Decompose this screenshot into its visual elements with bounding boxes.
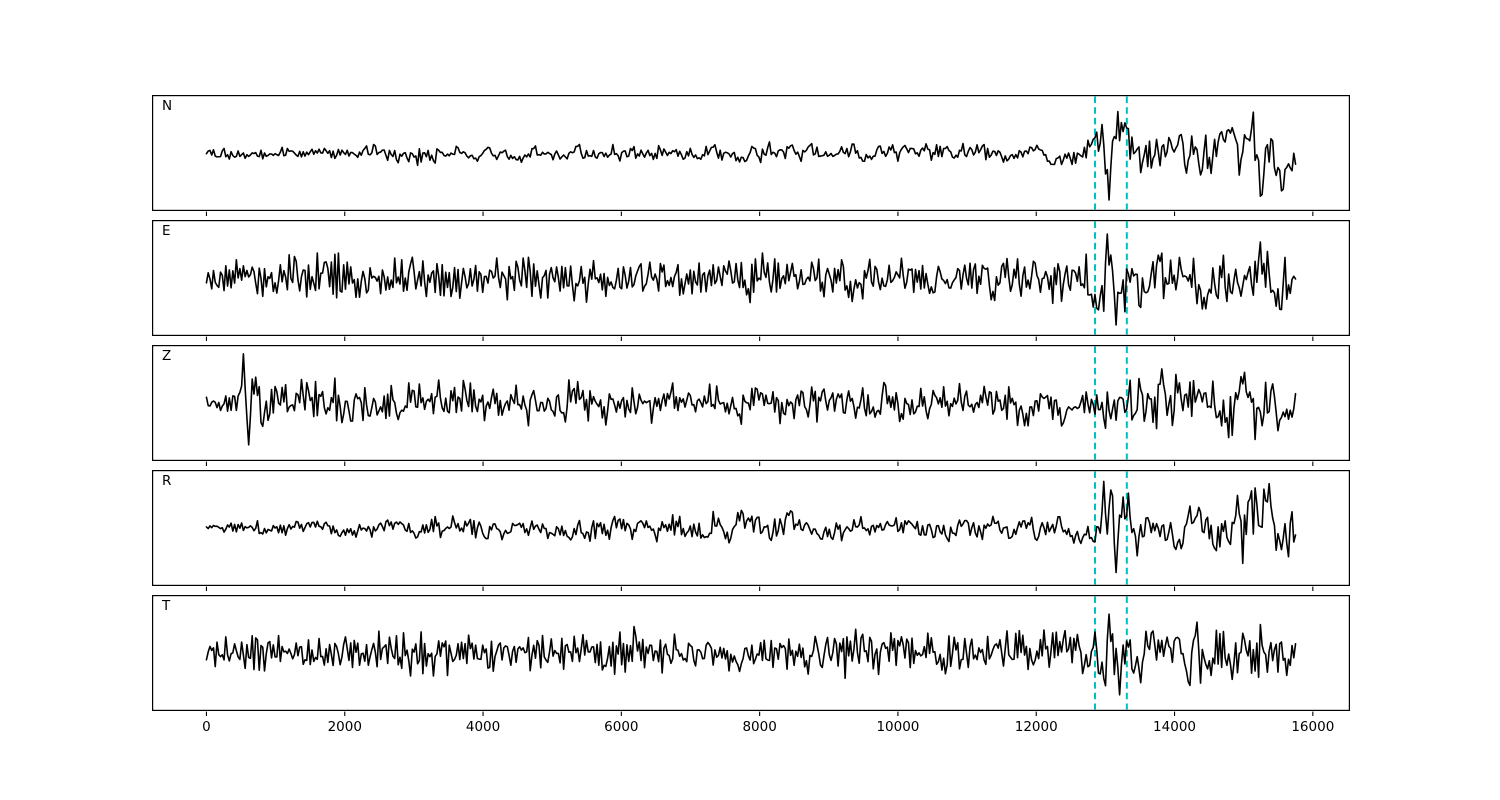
waveform-svg-z — [152, 345, 1351, 466]
waveform-trace — [205, 110, 1297, 201]
x-tick-label: 6000 — [604, 719, 639, 735]
x-tick-label: 10000 — [876, 719, 920, 735]
panel-r: R — [152, 470, 1351, 591]
x-tick-label: 14000 — [1153, 719, 1196, 735]
panel-label-r: R — [162, 473, 172, 489]
panel-n: N — [152, 95, 1351, 216]
waveform-trace — [205, 353, 1297, 446]
panel-t: T — [152, 595, 1351, 716]
panel-label-e: E — [162, 223, 171, 239]
panel-z: Z — [152, 345, 1351, 466]
panel-border — [152, 220, 1351, 337]
panel-border — [152, 345, 1351, 462]
panel-border — [152, 470, 1351, 587]
waveform-svg-t — [152, 595, 1351, 716]
panel-e: E — [152, 220, 1351, 341]
x-tick-label: 16000 — [1291, 719, 1335, 735]
waveform-trace — [205, 233, 1297, 326]
waveform-trace — [205, 613, 1297, 696]
waveform-trace — [205, 480, 1297, 574]
x-tick-label: 8000 — [742, 719, 777, 735]
panel-border — [152, 95, 1351, 212]
waveform-svg-e — [152, 220, 1351, 341]
panel-label-z: Z — [162, 348, 172, 364]
x-tick-label: 0 — [202, 719, 211, 735]
panel-label-t: T — [162, 598, 171, 614]
x-tick-label: 12000 — [1014, 719, 1058, 735]
panel-border — [152, 595, 1351, 712]
x-tick-label: 2000 — [327, 719, 362, 735]
panel-label-n: N — [162, 98, 173, 114]
waveform-svg-n — [152, 95, 1351, 216]
x-tick-label: 4000 — [465, 719, 501, 735]
waveform-svg-r — [152, 470, 1351, 591]
